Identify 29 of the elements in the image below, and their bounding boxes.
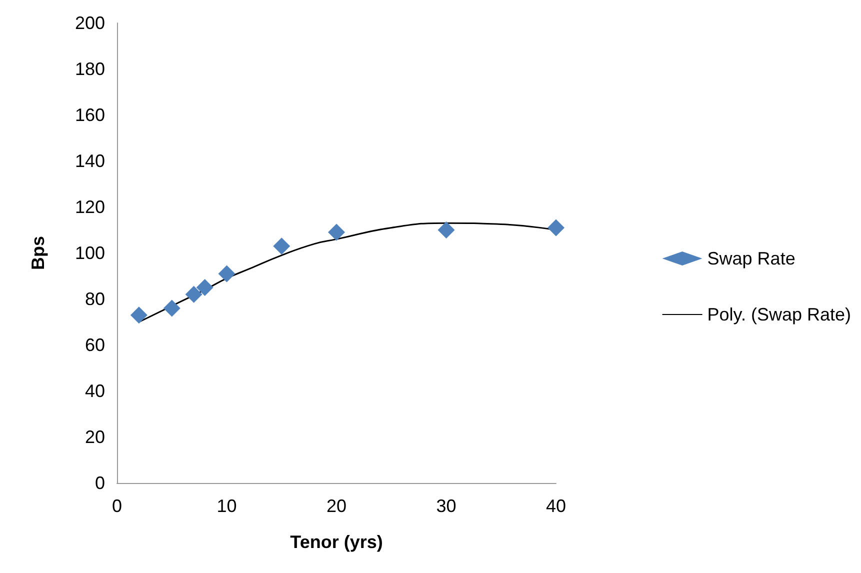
y-axis-title: Bps bbox=[28, 236, 48, 270]
x-tick-label: 0 bbox=[112, 496, 122, 516]
y-tick-label: 80 bbox=[84, 289, 105, 309]
point bbox=[438, 222, 455, 238]
x-axis-title: Tenor (yrs) bbox=[290, 532, 383, 552]
x-tick-label: 40 bbox=[546, 496, 566, 516]
x-tick-label: 20 bbox=[326, 496, 347, 516]
point bbox=[196, 279, 214, 296]
x-tick-label: 30 bbox=[436, 496, 456, 516]
point bbox=[185, 286, 202, 303]
y-tick-label: 100 bbox=[74, 243, 105, 263]
point bbox=[130, 306, 148, 324]
point bbox=[548, 219, 564, 236]
y-tick-label: 180 bbox=[74, 59, 105, 79]
legend-label: Swap Rate bbox=[707, 248, 796, 268]
legend-label: Poly. (Swap Rate) bbox=[707, 304, 851, 324]
y-tick-label: 200 bbox=[74, 13, 105, 33]
point bbox=[273, 238, 290, 255]
y-tick-label: 60 bbox=[84, 335, 105, 355]
y-tick-label: 140 bbox=[74, 151, 105, 171]
y-tick-label: 120 bbox=[74, 197, 105, 217]
y-tick-label: 40 bbox=[84, 381, 105, 401]
point bbox=[328, 224, 345, 241]
y-tick-label: 160 bbox=[74, 105, 105, 125]
point bbox=[218, 265, 236, 282]
x-tick-label: 10 bbox=[216, 496, 237, 516]
y-tick-label: 20 bbox=[84, 427, 105, 447]
y-tick-label: 0 bbox=[94, 473, 105, 493]
point bbox=[163, 300, 180, 317]
